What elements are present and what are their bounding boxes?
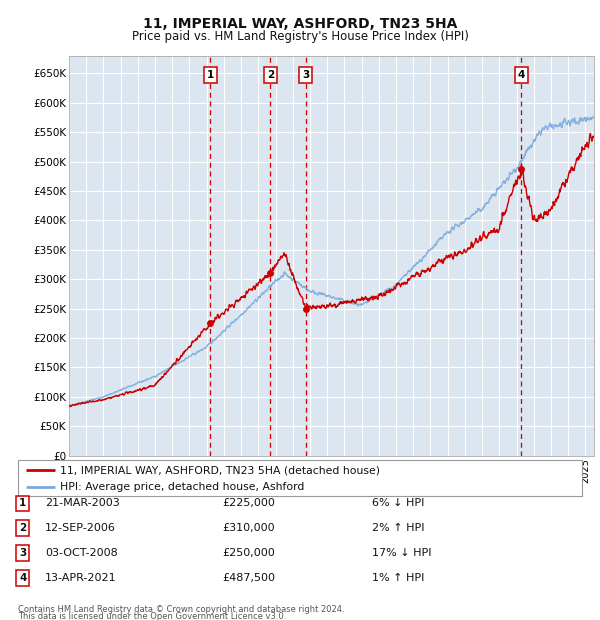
Text: £310,000: £310,000 [222,523,275,533]
Text: 2: 2 [267,69,274,79]
Text: 11, IMPERIAL WAY, ASHFORD, TN23 5HA (detached house): 11, IMPERIAL WAY, ASHFORD, TN23 5HA (det… [60,465,380,475]
Text: 1: 1 [207,69,214,79]
Text: 12-SEP-2006: 12-SEP-2006 [45,523,116,533]
Text: 21-MAR-2003: 21-MAR-2003 [45,498,120,508]
Text: 3: 3 [19,548,26,558]
Text: 2% ↑ HPI: 2% ↑ HPI [372,523,425,533]
Text: Price paid vs. HM Land Registry's House Price Index (HPI): Price paid vs. HM Land Registry's House … [131,30,469,43]
Text: 4: 4 [19,573,26,583]
Text: HPI: Average price, detached house, Ashford: HPI: Average price, detached house, Ashf… [60,482,305,492]
Text: £250,000: £250,000 [222,548,275,558]
Text: 1% ↑ HPI: 1% ↑ HPI [372,573,424,583]
Text: £225,000: £225,000 [222,498,275,508]
Text: 11, IMPERIAL WAY, ASHFORD, TN23 5HA: 11, IMPERIAL WAY, ASHFORD, TN23 5HA [143,17,457,32]
Text: 17% ↓ HPI: 17% ↓ HPI [372,548,431,558]
Text: This data is licensed under the Open Government Licence v3.0.: This data is licensed under the Open Gov… [18,612,286,620]
Text: 2: 2 [19,523,26,533]
Text: 1: 1 [19,498,26,508]
FancyBboxPatch shape [18,460,582,496]
Text: 3: 3 [302,69,310,79]
Text: 4: 4 [518,69,525,79]
Text: £487,500: £487,500 [222,573,275,583]
Text: Contains HM Land Registry data © Crown copyright and database right 2024.: Contains HM Land Registry data © Crown c… [18,604,344,614]
Text: 13-APR-2021: 13-APR-2021 [45,573,116,583]
Text: 03-OCT-2008: 03-OCT-2008 [45,548,118,558]
Text: 6% ↓ HPI: 6% ↓ HPI [372,498,424,508]
